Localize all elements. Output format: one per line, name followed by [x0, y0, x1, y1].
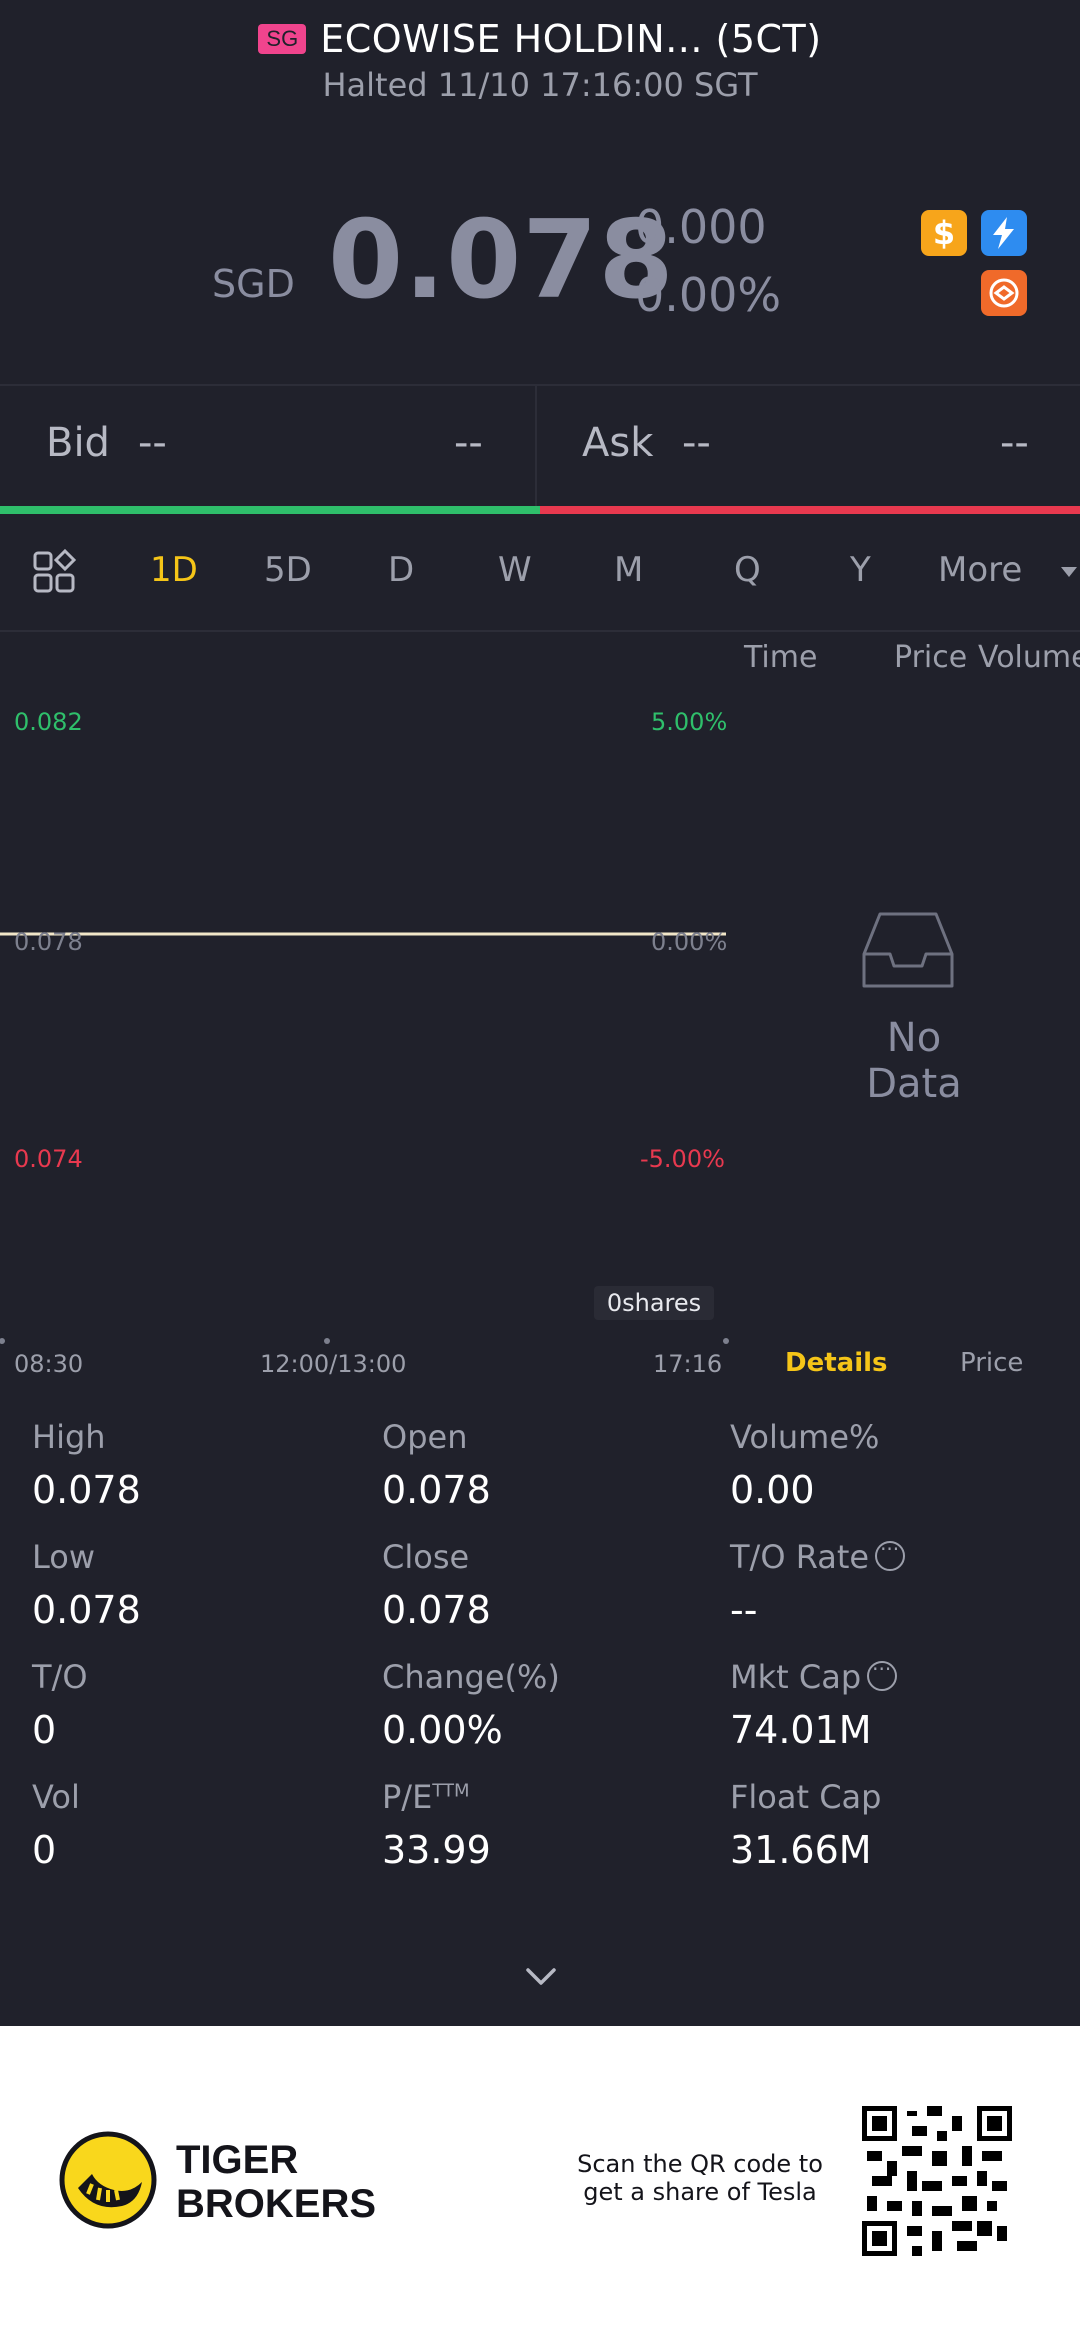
market-cap-row: Mkt Cap: [730, 1657, 898, 1696]
caret-down-icon: [1061, 566, 1078, 577]
pe-superscript: TTM: [432, 1780, 470, 1802]
flash-icon[interactable]: [981, 210, 1027, 256]
price-line: [0, 932, 726, 936]
pct-axis-mid: 0.00%: [651, 928, 728, 956]
volume-label: 0shares: [594, 1286, 714, 1320]
brand-line-2: BROKERS: [176, 2182, 377, 2226]
bid-ask-divider: [535, 386, 537, 506]
tab-w[interactable]: W: [498, 550, 532, 590]
ask-size: --: [1000, 420, 1029, 466]
volume-pct-label: Volume%: [730, 1418, 880, 1456]
svg-text:$: $: [933, 216, 955, 250]
chevron-down-icon[interactable]: [524, 1960, 558, 1994]
tab-y[interactable]: Y: [850, 550, 871, 590]
pe-label: P/E: [382, 1778, 433, 1816]
bid-label: Bid: [46, 420, 110, 466]
pe-value: 33.99: [382, 1828, 491, 1872]
title-row: SG ECOWISE HOLDIN... (5CT): [0, 14, 1080, 64]
info-icon[interactable]: [867, 1657, 898, 1691]
tab-more-label: More: [938, 550, 1023, 590]
col-volume: Volume: [978, 640, 1080, 675]
qr-code-icon[interactable]: [862, 2106, 1012, 2256]
currency-label: SGD: [212, 262, 295, 306]
tab-details[interactable]: Details: [785, 1348, 888, 1378]
tab-more[interactable]: More: [938, 550, 1079, 590]
ask-label: Ask: [582, 420, 654, 466]
open-label: Open: [382, 1418, 468, 1456]
bid-volume-bar: [0, 506, 540, 514]
info-icon[interactable]: [875, 1537, 906, 1571]
tab-price[interactable]: Price: [960, 1348, 1024, 1378]
vol-label: Vol: [32, 1778, 80, 1816]
tab-m[interactable]: M: [614, 550, 644, 590]
y-axis-top: 0.082: [14, 708, 83, 736]
trading-status: Halted 11/10 17:16:00 SGT: [322, 66, 758, 104]
scan-text: Scan the QR code to get a share of Tesla: [577, 2150, 823, 2206]
y-axis-mid: 0.078: [14, 928, 83, 956]
tab-5d[interactable]: 5D: [264, 550, 312, 590]
price-change-pct: 0.00%: [635, 268, 782, 322]
turnover-rate-label: T/O Rate: [730, 1538, 870, 1576]
turnover-value: 0: [32, 1708, 57, 1752]
volume-pct-value: 0.00: [730, 1468, 815, 1512]
grid-layout-icon[interactable]: [32, 548, 80, 596]
brand-name: TIGER BROKERS: [176, 2138, 376, 2226]
low-value: 0.078: [32, 1588, 141, 1632]
pe-row: P/ETTM: [382, 1778, 470, 1816]
price-change: 0.000: [635, 200, 767, 254]
col-price: Price: [894, 640, 968, 675]
stock-name[interactable]: ECOWISE HOLDIN... (5CT): [320, 17, 822, 61]
brand-line-1: TIGER: [176, 2138, 299, 2182]
col-time: Time: [744, 640, 818, 675]
close-label: Close: [382, 1538, 470, 1576]
time-axis-dots: [0, 1338, 729, 1344]
divider: [0, 384, 1080, 386]
pct-axis-top: 5.00%: [651, 708, 728, 736]
divider: [0, 630, 1080, 632]
x-axis-end: 17:16: [653, 1350, 723, 1378]
bid-price: --: [138, 420, 167, 466]
tab-d[interactable]: D: [388, 550, 415, 590]
change-pct-label: Change(%): [382, 1658, 560, 1696]
float-cap-label: Float Cap: [730, 1778, 882, 1816]
ask-price: --: [682, 420, 711, 466]
turnover-rate-value: --: [730, 1588, 758, 1632]
x-axis-start: 08:30: [14, 1350, 84, 1378]
no-data-label: No Data: [866, 1015, 962, 1107]
tiger-logo-icon: [59, 2131, 157, 2229]
open-value: 0.078: [382, 1468, 491, 1512]
ask-volume-bar: [540, 506, 1080, 514]
dollar-icon[interactable]: $: [921, 210, 967, 256]
bid-size: --: [454, 420, 483, 466]
empty-tray-icon: [862, 912, 954, 988]
y-axis-bottom: 0.074: [14, 1145, 83, 1173]
close-value: 0.078: [382, 1588, 491, 1632]
vol-value: 0: [32, 1828, 57, 1872]
high-label: High: [32, 1418, 106, 1456]
market-badge: SG: [258, 24, 307, 54]
high-value: 0.078: [32, 1468, 141, 1512]
turnover-label: T/O: [32, 1658, 88, 1696]
market-cap-label: Mkt Cap: [730, 1658, 862, 1696]
tab-q[interactable]: Q: [734, 550, 761, 590]
low-label: Low: [32, 1538, 96, 1576]
float-cap-value: 31.66M: [730, 1828, 872, 1872]
turnover-rate-row: T/O Rate: [730, 1537, 906, 1576]
orange-badge-icon[interactable]: [981, 270, 1027, 316]
pct-axis-bottom: -5.00%: [640, 1145, 725, 1173]
market-cap-value: 74.01M: [730, 1708, 872, 1752]
tab-1d[interactable]: 1D: [150, 550, 198, 590]
last-price: 0.078: [328, 198, 675, 323]
x-axis-mid: 12:00/13:00: [260, 1350, 407, 1378]
change-pct-value: 0.00%: [382, 1708, 503, 1752]
